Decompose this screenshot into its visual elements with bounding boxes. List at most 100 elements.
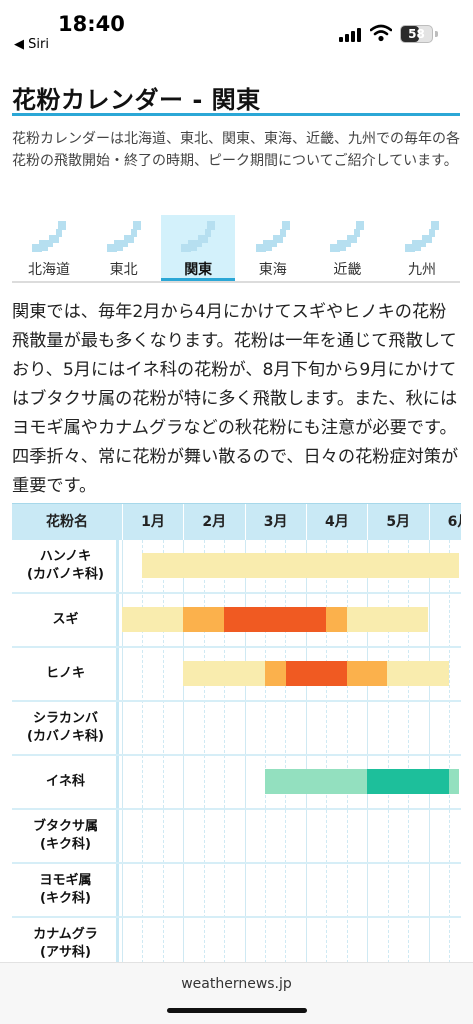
grid-line [142, 540, 144, 963]
pollen-bar-grass_low [448, 769, 460, 794]
pollen-row: ヨモギ属 (キク科) [12, 864, 461, 918]
grid-line [428, 540, 430, 963]
battery-percent: 58 [408, 27, 425, 41]
pollen-name: カナムグラ (アサ科) [12, 918, 119, 963]
month-header: 3月 [244, 504, 306, 541]
pollen-name: スギ [12, 594, 119, 646]
pollen-name: ヨモギ属 (キク科) [12, 864, 119, 916]
pollen-bar-mid [264, 661, 286, 686]
region-tab-5[interactable]: 九州 [385, 215, 459, 281]
status-bar: 18:40 ◀ Siri 58 [0, 0, 473, 60]
japan-map-icon [32, 221, 66, 252]
japan-map-icon [330, 221, 365, 252]
grid-line [448, 540, 450, 963]
pollen-name: ハンノキ (カバノキ科) [12, 540, 119, 592]
pollen-row: イネ科 [12, 756, 461, 810]
grid-line [244, 540, 246, 963]
pollen-bar-low [142, 553, 460, 578]
pollen-name: イネ科 [12, 756, 119, 808]
grid-line [285, 540, 287, 963]
pollen-name-main: ヨモギ属 [39, 873, 92, 888]
pollen-bar-low [122, 607, 184, 632]
grid-line [367, 540, 369, 963]
pollen-row: スギ [12, 594, 461, 648]
japan-map-icon [405, 221, 439, 252]
pollen-bar-grass_low [264, 769, 368, 794]
region-tabs: 北海道 東北 関東 東海 近畿 九州 [12, 215, 460, 283]
month-header: 5月 [367, 504, 428, 541]
pollen-family: (キク科) [40, 837, 91, 852]
region-tab-label: 北海道 [28, 262, 70, 278]
pollen-bar-mid [346, 661, 388, 686]
pollen-name-main: ヒノキ [45, 666, 85, 681]
grid-line [408, 540, 410, 963]
battery-icon: 58 [400, 25, 433, 43]
grid-line [162, 540, 164, 963]
site-url: weathernews.jp [181, 976, 292, 992]
pollen-name-main: カナムグラ [33, 927, 98, 942]
cellular-signal-icon [339, 26, 361, 42]
region-tab-label: 近畿 [333, 262, 362, 278]
grid-line [265, 540, 267, 963]
pollen-name-header: 花粉名 [46, 514, 88, 530]
pollen-bar-peak [285, 661, 347, 686]
pollen-name-main: イネ科 [45, 774, 85, 789]
month-header: 6月 [428, 504, 461, 541]
pollen-family: (アサ科) [40, 945, 91, 960]
pollen-row: ブタクサ属 (キク科) [12, 810, 461, 864]
pollen-row: ハンノキ (カバノキ科) [12, 540, 461, 594]
region-tab-0[interactable]: 北海道 [12, 215, 86, 281]
pollen-name-main: スギ [52, 612, 79, 627]
japan-map-icon [255, 221, 290, 252]
home-indicator [167, 1008, 307, 1013]
pollen-name-main: ハンノキ [39, 549, 92, 564]
pollen-bar-mid [326, 607, 347, 632]
pollen-family: (カバノキ科) [27, 567, 104, 582]
grid-line [183, 540, 185, 963]
back-to-siri-link[interactable]: ◀ Siri [14, 37, 49, 52]
region-tab-3[interactable]: 東海 [236, 215, 310, 281]
grid-line [346, 540, 348, 963]
pollen-row: シラカンバ (カバノキ科) [12, 702, 461, 756]
battery-cap [435, 31, 438, 37]
region-tab-2[interactable]: 関東 [161, 215, 236, 281]
page-title: 花粉カレンダー - 関東 [12, 86, 261, 114]
grid-line [224, 540, 226, 963]
wifi-icon [370, 24, 392, 42]
pollen-family: (カバノキ科) [27, 729, 104, 744]
month-header: 4月 [305, 504, 367, 541]
table-header: 花粉名 1月2月3月4月5月6月 [12, 503, 461, 541]
pollen-bar-low [183, 661, 265, 686]
pollen-bar-peak [224, 607, 327, 632]
grid-line [122, 540, 123, 963]
status-time: 18:40 [58, 12, 125, 36]
pollen-name-main: ブタクサ属 [32, 819, 98, 834]
pollen-bar-low [387, 661, 449, 686]
pollen-name-main: シラカンバ [32, 711, 98, 726]
grid-line [387, 540, 389, 963]
browser-address-bar[interactable]: weathernews.jp [0, 962, 473, 1024]
pollen-row: カナムグラ (アサ科) [12, 918, 461, 963]
pollen-bar-grass_peak [367, 769, 449, 794]
grid-line [203, 540, 205, 963]
region-tab-1[interactable]: 東北 [87, 215, 161, 281]
pollen-bar-mid [183, 607, 225, 632]
japan-map-icon [106, 221, 141, 252]
grid-line [326, 540, 328, 963]
pollen-name: ブタクサ属 (キク科) [12, 810, 119, 862]
region-tab-label: 関東 [184, 262, 213, 278]
battery-level [401, 26, 419, 42]
pollen-name: ヒノキ [12, 648, 119, 700]
intro-text: 花粉カレンダーは北海道、東北、関東、東海、近畿、九州での毎年の各花粉の飛散開始・… [12, 131, 460, 169]
month-header: 2月 [183, 504, 244, 541]
region-tab-label: 東北 [109, 262, 138, 278]
title-underline [12, 113, 460, 116]
pollen-name-column [12, 540, 119, 963]
grid-line [305, 540, 307, 963]
region-description: 関東では、毎年2月から4月にかけてスギやヒノキの花粉飛散量が最も多くなります。花… [12, 302, 459, 496]
region-tab-4[interactable]: 近畿 [310, 215, 384, 281]
pollen-row: ヒノキ [12, 648, 461, 702]
pollen-bar-low [346, 607, 429, 632]
month-header: 1月 [122, 504, 183, 541]
